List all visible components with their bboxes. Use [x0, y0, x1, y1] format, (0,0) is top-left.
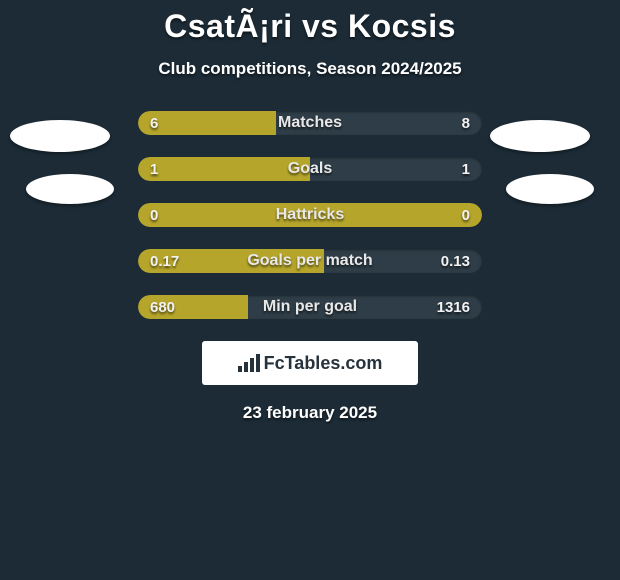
stat-track: 68Matches: [138, 111, 482, 135]
stat-track: 6801316Min per goal: [138, 295, 482, 319]
stat-value-right: 0.13: [429, 249, 482, 273]
stat-row: 68Matches: [138, 111, 482, 135]
brand-logo: FcTables.com: [202, 341, 418, 385]
stat-value-right: 1316: [425, 295, 482, 319]
date-label: 23 february 2025: [0, 403, 620, 423]
brand-text: FcTables.com: [264, 353, 383, 374]
club-badge-placeholder: [490, 120, 590, 152]
stat-track: 00Hattricks: [138, 203, 482, 227]
page-title: CsatÃ¡ri vs Kocsis: [0, 0, 620, 45]
stat-row: 00Hattricks: [138, 203, 482, 227]
subtitle: Club competitions, Season 2024/2025: [0, 59, 620, 79]
stat-fill-left: [138, 111, 276, 135]
club-badge-placeholder: [10, 120, 110, 152]
stat-value-right: 8: [450, 111, 482, 135]
bars-icon: [238, 354, 260, 372]
stat-value-right: 1: [450, 157, 482, 181]
stat-track: 11Goals: [138, 157, 482, 181]
stat-fill-left: [138, 295, 248, 319]
stats-container: 68Matches 11Goals 00Hattricks 0.170.13Goals…: [138, 111, 482, 319]
stat-track: 0.170.13Goals per match: [138, 249, 482, 273]
stat-fill-left: [138, 203, 482, 227]
stat-row: 11Goals: [138, 157, 482, 181]
stat-row: 0.170.13Goals per match: [138, 249, 482, 273]
club-badge-placeholder: [506, 174, 594, 204]
stat-fill-left: [138, 249, 324, 273]
stat-fill-left: [138, 157, 310, 181]
club-badge-placeholder: [26, 174, 114, 204]
stat-row: 6801316Min per goal: [138, 295, 482, 319]
